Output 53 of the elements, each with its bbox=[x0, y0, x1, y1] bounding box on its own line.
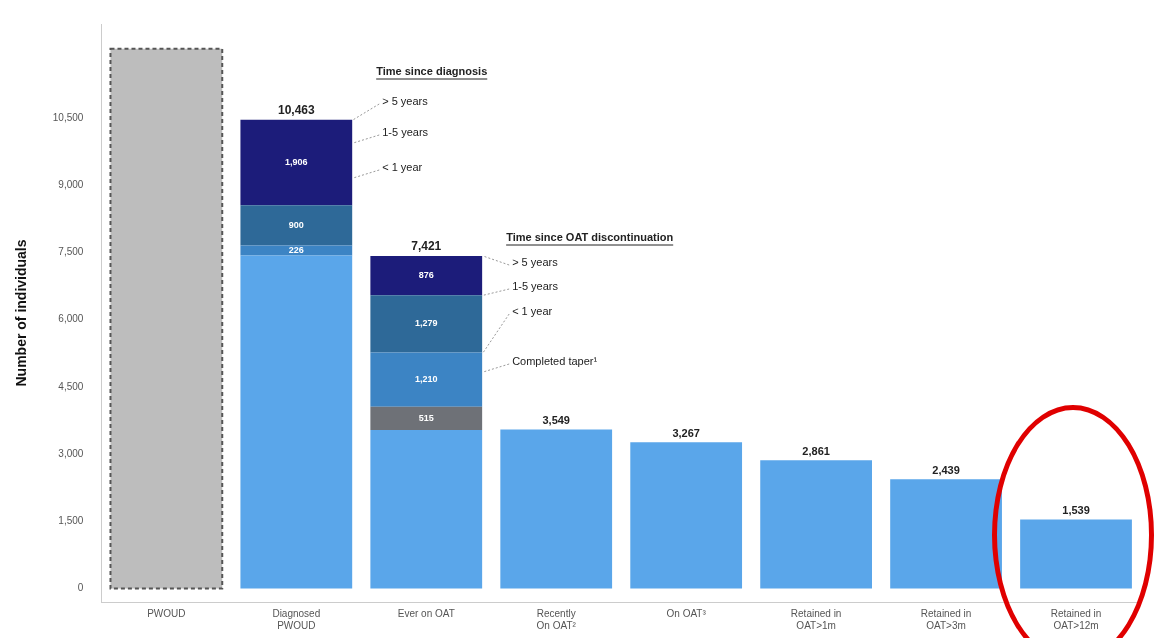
bar bbox=[240, 205, 353, 246]
y-tick-label: 7,500 bbox=[58, 246, 84, 258]
data-label: 1,906 bbox=[285, 156, 308, 167]
data-label: 900 bbox=[288, 219, 304, 230]
bar bbox=[370, 256, 483, 296]
total-label: 7,421 bbox=[411, 239, 442, 254]
y-tick-label: 10,500 bbox=[52, 111, 84, 123]
x-tick-label: On OAT³ bbox=[666, 607, 707, 619]
total-label: 10,463 bbox=[277, 103, 315, 118]
bar bbox=[760, 460, 872, 589]
annotation: Completed taper¹ bbox=[512, 355, 598, 368]
bar bbox=[240, 119, 353, 206]
x-tick-label: Recently On OAT² bbox=[536, 607, 577, 631]
x-tick-label: Diagnosed PWOUD bbox=[272, 607, 321, 631]
data-label: 1,210 bbox=[415, 374, 438, 385]
data-label: 226 bbox=[288, 245, 304, 256]
data-label: 2,861 bbox=[802, 444, 830, 457]
y-tick-label: 9,000 bbox=[58, 179, 84, 191]
x-tick-label: Retained in OAT>12m bbox=[1050, 607, 1102, 631]
annotation: < 1 year bbox=[512, 305, 553, 318]
annotation: Time since diagnosis bbox=[376, 65, 488, 78]
bar bbox=[370, 295, 483, 353]
annotation: > 5 years bbox=[512, 256, 559, 269]
y-tick-label: 4,500 bbox=[58, 380, 84, 392]
x-tick-label: Ever on OAT bbox=[397, 607, 455, 619]
annotation: 1-5 years bbox=[512, 280, 559, 293]
annotation: 1-5 years bbox=[382, 126, 429, 139]
data-label: 1,539 bbox=[1062, 504, 1090, 517]
annotation: Time since OAT discontinuation bbox=[506, 231, 674, 244]
bar bbox=[240, 255, 353, 589]
x-tick-label: Retained in OAT>3m bbox=[920, 607, 972, 631]
y-tick-label: 3,000 bbox=[58, 447, 84, 459]
bar bbox=[500, 429, 613, 589]
bar bbox=[370, 406, 483, 430]
data-label: 1,279 bbox=[415, 318, 438, 329]
annotation: > 5 years bbox=[382, 95, 429, 108]
annotation: < 1 year bbox=[382, 161, 423, 174]
y-tick-label: 0 bbox=[77, 582, 84, 594]
bar bbox=[370, 429, 483, 589]
y-tick-label: 6,000 bbox=[58, 313, 84, 325]
x-tick-label: Retained in OAT>1m bbox=[790, 607, 842, 631]
data-label: 515 bbox=[418, 412, 434, 423]
y-tick-label: 1,500 bbox=[58, 515, 84, 527]
bar bbox=[630, 442, 743, 589]
data-label: 3,267 bbox=[672, 426, 700, 439]
bar bbox=[370, 352, 483, 407]
x-tick-label: PWOUD bbox=[147, 607, 186, 619]
data-label: 876 bbox=[418, 270, 434, 281]
y-axis-title: Number of individuals bbox=[13, 239, 30, 387]
bar bbox=[1020, 519, 1132, 589]
data-label: 3,549 bbox=[542, 414, 570, 427]
data-label: 2,439 bbox=[932, 463, 960, 476]
bar bbox=[240, 245, 353, 256]
